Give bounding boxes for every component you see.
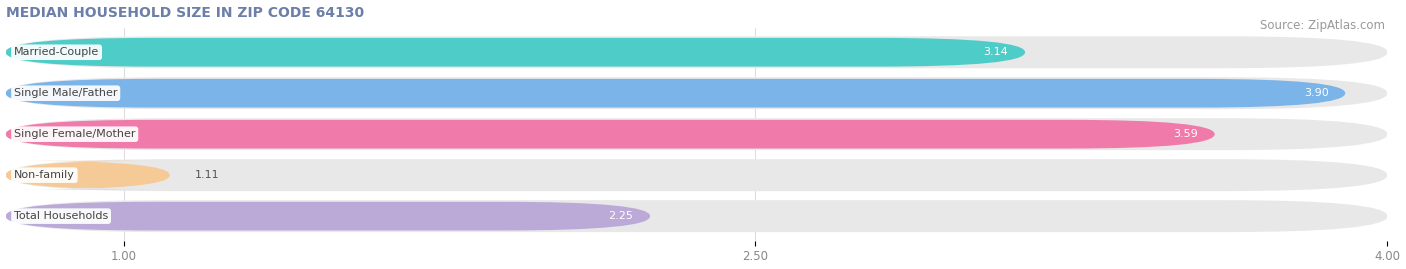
FancyBboxPatch shape	[6, 202, 650, 231]
FancyBboxPatch shape	[6, 120, 1215, 148]
FancyBboxPatch shape	[6, 118, 1388, 150]
FancyBboxPatch shape	[6, 38, 1025, 67]
Text: Married-Couple: Married-Couple	[14, 47, 100, 57]
Text: Total Households: Total Households	[14, 211, 108, 221]
FancyBboxPatch shape	[6, 200, 1388, 232]
Text: 2.25: 2.25	[609, 211, 633, 221]
FancyBboxPatch shape	[6, 36, 1388, 68]
Text: 1.11: 1.11	[195, 170, 219, 180]
Text: 3.14: 3.14	[984, 47, 1008, 57]
FancyBboxPatch shape	[6, 161, 170, 189]
FancyBboxPatch shape	[6, 159, 1388, 191]
Text: MEDIAN HOUSEHOLD SIZE IN ZIP CODE 64130: MEDIAN HOUSEHOLD SIZE IN ZIP CODE 64130	[6, 6, 364, 20]
FancyBboxPatch shape	[6, 77, 1388, 109]
Text: 3.59: 3.59	[1173, 129, 1198, 139]
FancyBboxPatch shape	[6, 79, 1346, 108]
Text: Single Male/Father: Single Male/Father	[14, 88, 118, 98]
Text: Source: ZipAtlas.com: Source: ZipAtlas.com	[1260, 19, 1385, 32]
Text: Non-family: Non-family	[14, 170, 75, 180]
Text: Single Female/Mother: Single Female/Mother	[14, 129, 135, 139]
Text: 3.90: 3.90	[1303, 88, 1329, 98]
